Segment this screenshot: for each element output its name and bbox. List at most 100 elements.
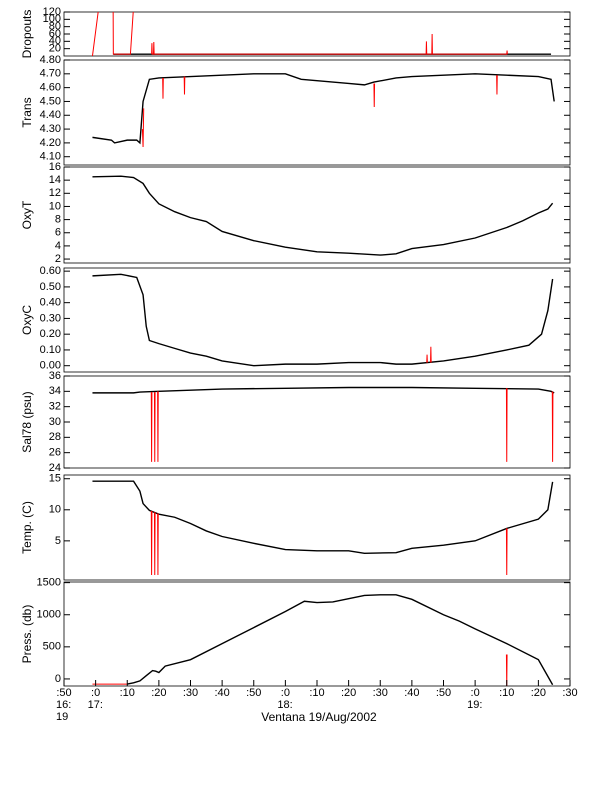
y-tick-label: 0.60 xyxy=(40,265,61,277)
x-tick-label: :20 xyxy=(531,687,546,699)
y-tick-label: 4.60 xyxy=(40,82,61,94)
y-tick-label: 0.00 xyxy=(40,360,61,372)
plot-area xyxy=(92,73,555,148)
y-tick-label: 4.80 xyxy=(40,54,61,66)
y-tick-label: 4.70 xyxy=(40,68,61,80)
plot-area xyxy=(92,273,554,367)
y-tick-label: 14 xyxy=(49,174,61,186)
y-axis-label: Temp. (C) xyxy=(20,501,34,554)
x-tick-label: :50 xyxy=(436,687,451,699)
y-tick-label: 24 xyxy=(49,462,61,474)
y-tick-label: 0 xyxy=(55,673,61,685)
x-axis-label: Ventana 19/Aug/2002 xyxy=(261,710,377,724)
data-line xyxy=(92,73,555,145)
y-tick-label: 4.50 xyxy=(40,95,61,107)
panel-frame xyxy=(63,581,571,687)
y-tick-label: 15 xyxy=(49,473,61,485)
panel-frame xyxy=(63,166,571,264)
y-axis-label: Dropouts xyxy=(20,10,34,59)
plot-area xyxy=(92,594,554,686)
data-line xyxy=(92,273,554,367)
y-tick-label: 28 xyxy=(49,431,61,443)
panel-frame xyxy=(63,267,571,373)
y-tick-label: 4.20 xyxy=(40,137,61,149)
data-line xyxy=(426,346,432,363)
y-tick-label: 4.30 xyxy=(40,123,61,135)
x-hour-label: 19: xyxy=(467,699,482,711)
y-tick-label: 32 xyxy=(49,401,61,413)
x-tick-label: :30 xyxy=(562,687,577,699)
y-tick-label: 20 xyxy=(49,43,61,55)
data-line xyxy=(92,175,554,256)
x-tick-label: :10 xyxy=(120,687,135,699)
y-tick-label: 6 xyxy=(55,227,61,239)
panel-frame xyxy=(63,375,571,469)
data-line xyxy=(92,654,508,686)
y-tick-label: 0.30 xyxy=(40,312,61,324)
y-tick-label: 80 xyxy=(49,21,61,33)
data-line xyxy=(141,75,498,148)
y-tick-label: 4 xyxy=(55,240,61,252)
x-tick-label: :0 xyxy=(471,687,480,699)
y-tick-label: 4.40 xyxy=(40,109,61,121)
x-tick-label: :40 xyxy=(214,687,229,699)
plot-area xyxy=(92,386,555,462)
x-tick-label: :40 xyxy=(404,687,419,699)
y-tick-label: 60 xyxy=(49,28,61,40)
y-tick-label: 100 xyxy=(43,13,61,25)
x-tick-label: :10 xyxy=(309,687,324,699)
x-tick-label: :10 xyxy=(499,687,514,699)
y-tick-label: 34 xyxy=(49,385,61,397)
y-tick-label: 10 xyxy=(49,200,61,212)
y-axis-label: OxyC xyxy=(20,305,34,335)
y-axis-label: Trans xyxy=(20,97,34,127)
y-axis-label: Sal78 (psu) xyxy=(20,391,34,452)
y-tick-label: 40 xyxy=(49,35,61,47)
data-line xyxy=(150,511,508,576)
plot-area xyxy=(92,175,554,256)
x-hour-label: 16: xyxy=(56,699,71,711)
x-tick-label: :20 xyxy=(341,687,356,699)
x-hour-label: 17: xyxy=(88,699,103,711)
x-tick-label: :0 xyxy=(281,687,290,699)
y-tick-label: 16 xyxy=(49,161,61,173)
x-day-label: 19 xyxy=(56,711,68,723)
x-tick-label: :20 xyxy=(151,687,166,699)
x-tick-label: :0 xyxy=(91,687,100,699)
x-tick-label: :50 xyxy=(56,687,71,699)
x-hour-label: 18: xyxy=(277,699,292,711)
data-line xyxy=(127,594,554,686)
y-tick-label: 12 xyxy=(49,187,61,199)
data-line xyxy=(92,480,554,554)
y-tick-label: 5 xyxy=(55,535,61,547)
y-tick-label: 1500 xyxy=(37,577,61,589)
y-tick-label: 0.10 xyxy=(40,344,61,356)
y-tick-label: 0.40 xyxy=(40,297,61,309)
y-axis-label: Press. (db) xyxy=(20,605,34,664)
plot-area xyxy=(92,480,554,576)
y-tick-label: 26 xyxy=(49,447,61,459)
y-tick-label: 8 xyxy=(55,214,61,226)
y-axis-label: OxyT xyxy=(20,200,34,229)
y-tick-label: 4.10 xyxy=(40,151,61,163)
y-tick-label: 0.50 xyxy=(40,281,61,293)
y-tick-label: 120 xyxy=(43,6,61,18)
y-tick-label: 36 xyxy=(49,370,61,382)
y-tick-label: 2 xyxy=(55,253,61,265)
x-tick-label: :50 xyxy=(246,687,261,699)
panel-frame xyxy=(63,474,571,581)
y-tick-label: 1000 xyxy=(37,609,61,621)
panel-frame xyxy=(63,11,571,57)
data-line xyxy=(91,12,508,56)
y-tick-label: 10 xyxy=(49,504,61,516)
y-tick-label: 0.20 xyxy=(40,328,61,340)
x-tick-label: :30 xyxy=(373,687,388,699)
data-line xyxy=(150,388,554,462)
y-tick-label: 30 xyxy=(49,416,61,428)
y-tick-label: 500 xyxy=(43,641,61,653)
panel-frame xyxy=(63,59,571,166)
plot-area xyxy=(91,12,552,56)
data-line xyxy=(92,386,555,394)
x-tick-label: :30 xyxy=(183,687,198,699)
